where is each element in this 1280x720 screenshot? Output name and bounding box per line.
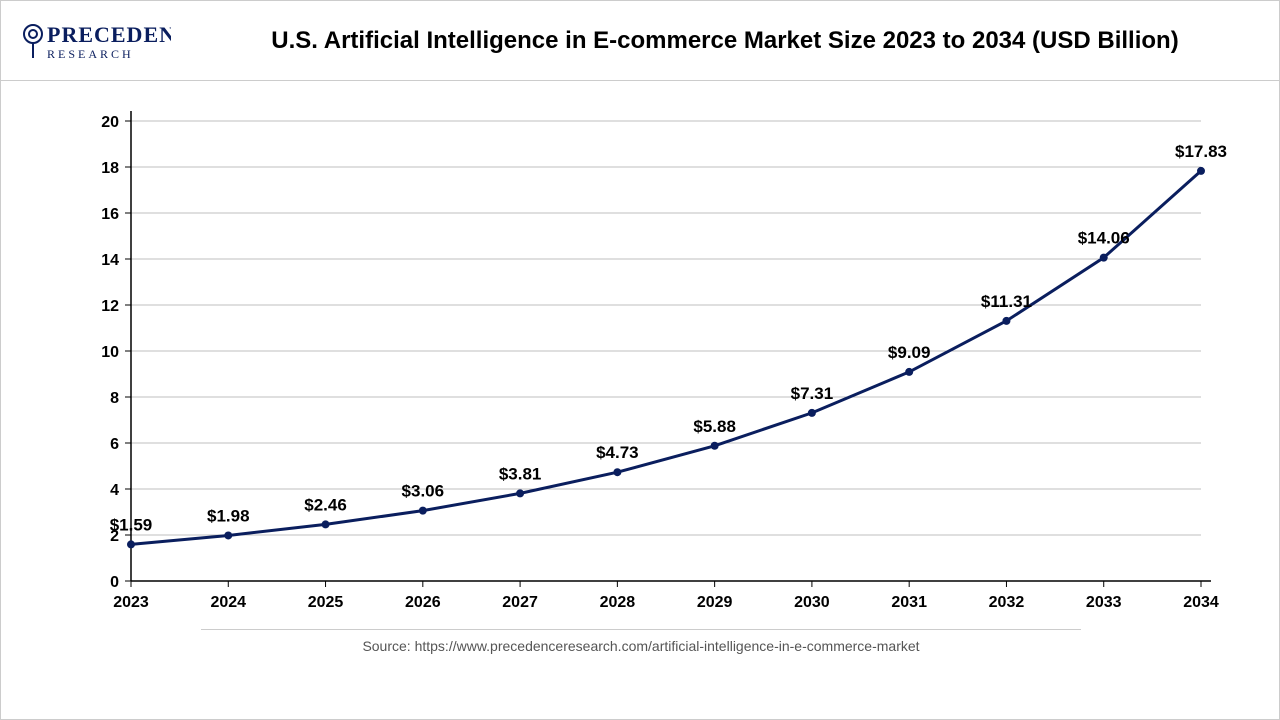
data-marker xyxy=(224,531,232,539)
data-marker xyxy=(1197,167,1205,175)
y-tick-label: 10 xyxy=(101,344,119,361)
logo-main: PRECEDENCE xyxy=(47,22,171,47)
y-tick-label: 20 xyxy=(101,114,119,131)
data-label: $1.98 xyxy=(207,506,250,525)
logo-svg: PRECEDENCE RESEARCH xyxy=(21,16,171,66)
source-line: Source: https://www.precedenceresearch.c… xyxy=(1,621,1280,662)
chart-title: U.S. Artificial Intelligence in E-commer… xyxy=(191,27,1259,55)
data-label: $7.31 xyxy=(791,384,834,403)
x-tick-label: 2028 xyxy=(600,594,636,611)
x-tick-label: 2033 xyxy=(1086,594,1122,611)
data-label: $1.59 xyxy=(110,515,153,534)
x-tick-label: 2030 xyxy=(794,594,830,611)
y-tick-label: 8 xyxy=(110,390,119,407)
data-label: $11.31 xyxy=(981,292,1032,311)
data-marker xyxy=(905,368,913,376)
data-label: $4.73 xyxy=(596,443,639,462)
data-label: $3.81 xyxy=(499,464,542,483)
x-tick-label: 2027 xyxy=(502,594,538,611)
source-text: Source: https://www.precedenceresearch.c… xyxy=(362,638,919,654)
data-line xyxy=(131,171,1201,545)
logo: PRECEDENCE RESEARCH xyxy=(21,16,171,66)
data-label: $5.88 xyxy=(693,417,736,436)
data-marker xyxy=(127,540,135,548)
x-tick-label: 2023 xyxy=(113,594,149,611)
x-tick-label: 2032 xyxy=(989,594,1025,611)
data-marker xyxy=(516,489,524,497)
data-marker xyxy=(1002,317,1010,325)
x-tick-label: 2024 xyxy=(210,594,246,611)
x-tick-label: 2025 xyxy=(308,594,344,611)
x-tick-label: 2031 xyxy=(891,594,927,611)
data-label: $17.83 xyxy=(1175,142,1227,161)
x-tick-label: 2029 xyxy=(697,594,733,611)
data-label: $9.09 xyxy=(888,343,931,362)
x-tick-label: 2026 xyxy=(405,594,441,611)
y-tick-label: 0 xyxy=(110,574,119,591)
data-marker xyxy=(1100,254,1108,262)
data-marker xyxy=(322,520,330,528)
x-tick-label: 2034 xyxy=(1183,594,1219,611)
data-marker xyxy=(808,409,816,417)
y-tick-label: 12 xyxy=(101,298,119,315)
data-label: $14.06 xyxy=(1078,229,1130,248)
chart-area: 0246810121416182020232024202520262027202… xyxy=(1,81,1280,661)
chart-svg: 0246810121416182020232024202520262027202… xyxy=(1,81,1280,621)
data-marker xyxy=(711,442,719,450)
data-marker xyxy=(613,468,621,476)
header: PRECEDENCE RESEARCH U.S. Artificial Inte… xyxy=(1,1,1279,81)
y-tick-label: 6 xyxy=(110,436,119,453)
y-tick-label: 4 xyxy=(110,482,119,499)
y-tick-label: 16 xyxy=(101,206,119,223)
data-label: $3.06 xyxy=(402,482,445,501)
y-tick-label: 14 xyxy=(101,252,119,269)
y-tick-label: 18 xyxy=(101,160,119,177)
data-label: $2.46 xyxy=(304,495,347,514)
data-marker xyxy=(419,507,427,515)
logo-sub: RESEARCH xyxy=(47,47,134,61)
